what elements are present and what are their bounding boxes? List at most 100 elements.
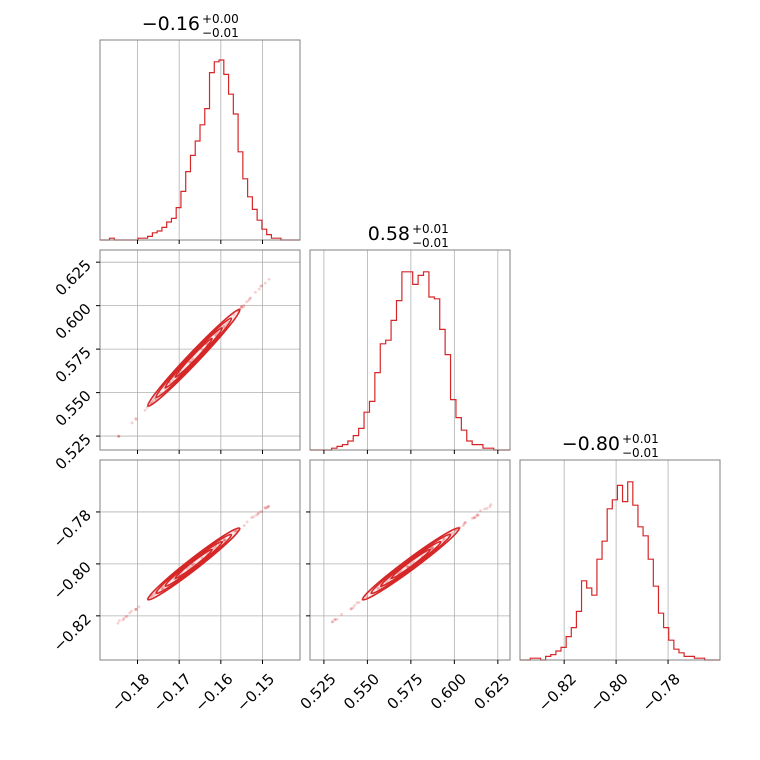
sample-point xyxy=(476,513,480,517)
title-lower: −0.01 xyxy=(412,236,449,250)
sample-point xyxy=(376,586,380,590)
sample-point xyxy=(251,515,255,519)
sample-point xyxy=(188,360,192,364)
x-tick-label: 0.525 xyxy=(297,670,340,713)
sample-point xyxy=(260,284,264,288)
sample-point xyxy=(137,605,141,609)
sample-point xyxy=(240,305,243,309)
x-tick-label: −0.17 xyxy=(150,670,195,715)
sample-point xyxy=(117,435,120,438)
contour-level-2 xyxy=(380,540,442,588)
hist-panel-2-frame xyxy=(519,459,721,661)
x-tick-label: −0.82 xyxy=(535,670,580,715)
sample-point xyxy=(248,297,252,301)
sample-point xyxy=(125,614,129,618)
contour-level-0 xyxy=(361,527,461,601)
sample-point xyxy=(267,504,270,508)
param-title-1: 0.58 +0.01−0.01 xyxy=(368,222,449,250)
scatter-panel-1-2: 0.525 0.550 0.575 0.600 0.625 xyxy=(297,459,514,713)
hist-panel-2-bg xyxy=(520,460,720,660)
sample-point xyxy=(222,325,226,328)
sample-point xyxy=(267,277,271,281)
sample-point xyxy=(245,520,249,524)
x-tick-label: 0.625 xyxy=(470,670,513,713)
sample-point xyxy=(222,539,226,543)
sample-point xyxy=(149,401,153,405)
contour-level-0 xyxy=(146,527,241,601)
sample-point xyxy=(333,618,337,621)
sample-point xyxy=(259,284,263,288)
sample-point xyxy=(200,556,204,560)
sample-point xyxy=(340,612,343,616)
sample-point xyxy=(224,322,228,326)
sample-point xyxy=(150,400,154,404)
contour-level-0 xyxy=(146,308,241,407)
x-tick-label: −0.78 xyxy=(639,670,684,715)
sample-point xyxy=(153,397,157,401)
sample-point xyxy=(451,531,454,535)
sample-point xyxy=(335,617,339,621)
hist-panel-2: −0.82 −0.80 −0.78−0.80 +0.01−0.01 xyxy=(519,432,721,715)
sample-point xyxy=(213,545,217,549)
sample-point xyxy=(405,565,409,568)
sample-point xyxy=(121,618,125,622)
sample-point xyxy=(222,538,226,542)
contour-level-3 xyxy=(390,548,432,580)
sample-point xyxy=(430,547,434,550)
sample-point xyxy=(222,325,226,328)
y-tick-label: −0.82 xyxy=(50,610,95,655)
sample-point xyxy=(483,507,487,511)
sample-point xyxy=(263,506,267,510)
sample-point xyxy=(355,601,359,605)
contour-level-2 xyxy=(164,327,224,389)
sample-point xyxy=(267,505,271,508)
title-lower: −0.01 xyxy=(202,26,239,40)
sample-point xyxy=(249,296,252,300)
sample-point xyxy=(250,516,253,519)
sample-point xyxy=(257,511,260,515)
y-tick-label: 0.575 xyxy=(52,343,95,386)
scatter-panel-0-1-bg xyxy=(100,250,300,450)
sample-point xyxy=(365,595,369,599)
sample-point xyxy=(265,506,269,510)
sample-point xyxy=(188,360,192,364)
hist-step-1 xyxy=(310,271,510,451)
hist-step-2 xyxy=(520,481,720,661)
sample-point xyxy=(117,619,121,623)
sample-point xyxy=(215,332,219,335)
sample-point xyxy=(479,509,482,513)
hist-panel-0: −0.16 +0.00−0.01 xyxy=(99,12,301,244)
scatter-panel-1-2-frame xyxy=(309,459,511,661)
contour-level-3 xyxy=(174,548,213,580)
sample-point xyxy=(128,611,132,615)
sample-point xyxy=(213,333,217,337)
sample-point xyxy=(442,537,445,541)
sample-point xyxy=(240,304,243,308)
scatter-panel-0-2: −0.18−0.17−0.16−0.15 −0.82 −0.80 −0.78 xyxy=(50,459,301,715)
hist-panel-1-bg xyxy=(310,250,510,450)
contour-level-3 xyxy=(174,337,213,378)
param-title-0: −0.16 +0.00−0.01 xyxy=(142,12,239,40)
title-lower: −0.01 xyxy=(622,446,659,460)
x-tick-label: −0.18 xyxy=(108,670,153,715)
sample-point xyxy=(134,417,138,420)
sample-point xyxy=(412,560,415,564)
sample-point xyxy=(259,510,262,514)
y-tick-label: 0.600 xyxy=(52,300,95,343)
sample-point xyxy=(214,544,218,548)
sample-point xyxy=(223,538,227,541)
sample-point xyxy=(223,538,227,542)
sample-point xyxy=(474,515,477,519)
sample-point xyxy=(388,577,392,581)
sample-point xyxy=(263,506,267,510)
sample-point xyxy=(472,516,476,520)
sample-point xyxy=(489,503,493,507)
sample-point xyxy=(254,290,257,294)
scatter-panel-0-2-bg xyxy=(100,460,300,660)
sample-point xyxy=(485,506,489,510)
x-tick-label: 0.575 xyxy=(384,670,427,713)
sample-point xyxy=(130,421,134,425)
contour-level-1 xyxy=(370,533,452,595)
sample-point xyxy=(242,524,246,527)
